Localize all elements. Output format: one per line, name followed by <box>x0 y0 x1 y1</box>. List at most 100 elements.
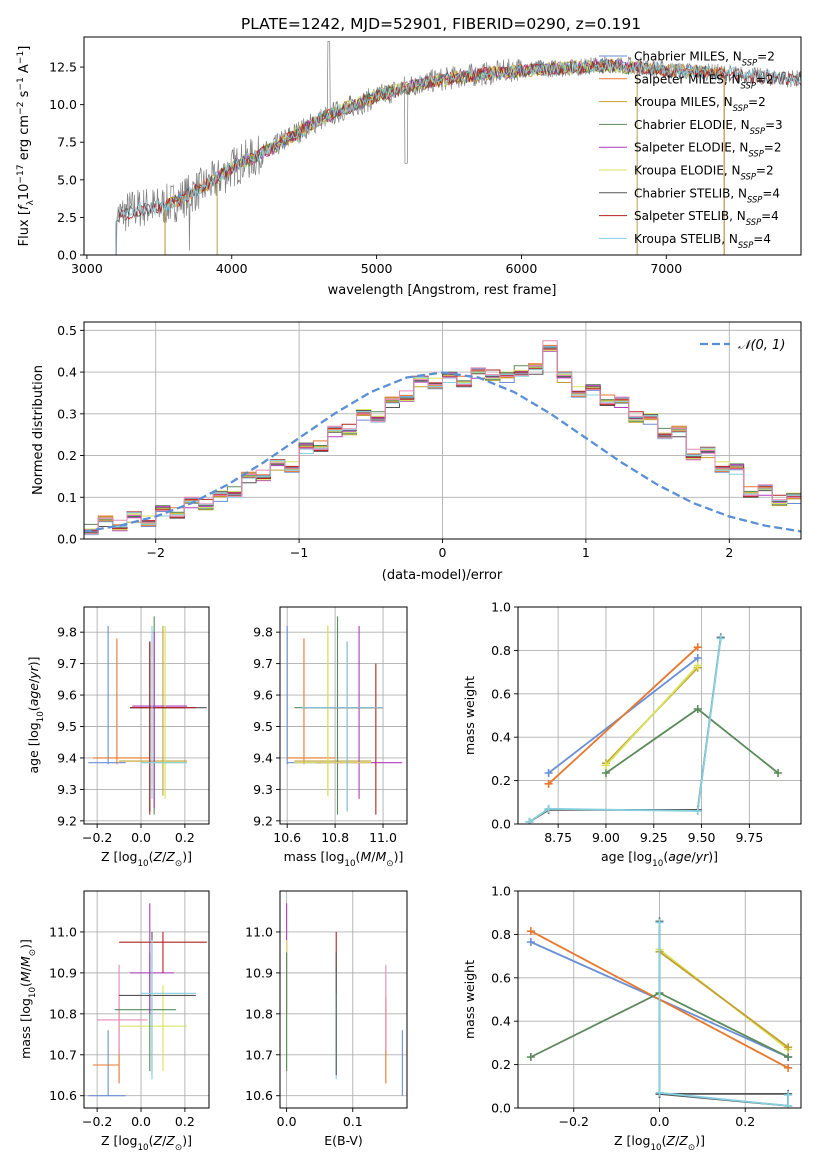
y-tick-label: 10.6 <box>245 1088 273 1103</box>
x-axis-label: mass [log10(M/M⊙)] <box>284 849 404 869</box>
weight-marker <box>693 661 702 670</box>
x-axis-label: E(B-V) <box>324 1133 363 1148</box>
y-tick-label: 10.9 <box>245 965 273 980</box>
y-tick-label: 0.6 <box>491 970 511 985</box>
weight-line <box>658 921 789 1107</box>
y-tick-label: 0.3 <box>57 406 77 421</box>
y-tick-label: 9.5 <box>57 719 77 734</box>
y-tick-label: 9.7 <box>253 656 273 671</box>
axes-mass_vs_ebv: 0.0 0.1 10.6 10.7 10.8 10.9 11.0 E(B-V) <box>245 890 408 1148</box>
y-tick-label: 10.8 <box>49 1006 77 1021</box>
y-tick-label: 0.2 <box>491 1057 511 1072</box>
axes-frame <box>517 606 802 825</box>
y-tick-label: 9.8 <box>253 625 273 640</box>
y-tick-label: 0.8 <box>491 643 511 658</box>
axes-spectrum: 3000 4000 5000 6000 7000 0.0 2.5 5.0 7.5 10.0 12.5… <box>16 36 802 298</box>
x-axis-label: Z [log10(Z/Z⊙)] <box>614 1133 705 1153</box>
x-tick-label: 9.75 <box>735 830 763 845</box>
x-tick-label: 10.6 <box>273 830 301 845</box>
weight-marker <box>526 1053 535 1062</box>
weight-marker <box>693 704 702 713</box>
x-axis-label: age [log10(age/yr)] <box>601 849 718 869</box>
model-line-salpeter-elodie <box>216 58 638 255</box>
y-tick-label: 0.5 <box>57 323 77 338</box>
x-tick-label: 6000 <box>506 261 538 276</box>
y-tick-label: 11.0 <box>245 924 273 939</box>
x-axis-label: Z [log10(Z/Z⊙)] <box>101 1133 192 1153</box>
y-tick-label: 10.0 <box>49 97 77 112</box>
weight-line <box>547 646 699 785</box>
plot-area <box>525 633 783 824</box>
gaussian-curve <box>84 371 801 533</box>
x-tick-label: 9.50 <box>688 830 716 845</box>
weight-marker <box>774 769 783 778</box>
y-tick-label: 2.5 <box>57 210 77 225</box>
y-tick-label: 0.0 <box>491 1101 511 1116</box>
x-tick-label: 2 <box>725 545 733 560</box>
axes-age_vs_mass: 10.6 10.8 11.0 9.2 9.3 9.4 9.5 9.6 9.7 9.8 mass [l… <box>253 606 408 869</box>
weight-marker <box>693 643 702 652</box>
y-tick-label: 9.6 <box>253 688 273 703</box>
axes-weight_vs_Z: −0.2 0.0 0.2 0.0 0.2 0.4 0.6 0.8 1.0 Z [log10(Z/Z… <box>462 884 802 1153</box>
weight-marker <box>784 1090 793 1099</box>
weight-marker <box>716 634 725 643</box>
x-axis-label: wavelength [Angstrom, rest frame] <box>328 283 557 298</box>
y-tick-label: 1.0 <box>491 600 511 615</box>
figure-title: PLATE=1242, MJD=52901, FIBERID=0290, z=0… <box>241 15 641 33</box>
legend-entry: Chabrier STELIB, NSSP=4 <box>634 186 780 204</box>
y-tick-label: 9.7 <box>57 656 77 671</box>
y-axis-label: Flux [fλ10−17 erg cm−2 s−1 A−1] <box>16 46 36 247</box>
weight-marker <box>784 1063 793 1072</box>
y-tick-label: 0.4 <box>57 365 77 380</box>
weight-marker <box>544 769 553 778</box>
x-tick-label: 5000 <box>361 261 393 276</box>
x-tick-label: 10.8 <box>321 830 349 845</box>
y-tick-label: 0.4 <box>491 730 511 745</box>
y-tick-label: 0.6 <box>491 686 511 701</box>
axes-frame <box>83 321 802 540</box>
weight-marker <box>526 937 535 946</box>
axes-frame <box>83 36 802 256</box>
x-tick-label: 3000 <box>71 261 103 276</box>
x-tick-label: 0.1 <box>343 1114 363 1129</box>
x-axis-label: (data-model)/error <box>382 568 503 583</box>
y-tick-label: 10.8 <box>245 1006 273 1021</box>
y-tick-label: 0.0 <box>57 532 77 547</box>
y-tick-label: 9.4 <box>253 750 273 765</box>
x-tick-label: −1 <box>290 545 308 560</box>
axes-frame <box>517 890 802 1109</box>
y-tick-label: 0.4 <box>491 1014 511 1029</box>
y-tick-label: 0.2 <box>57 448 77 463</box>
y-tick-label: 10.7 <box>245 1047 273 1062</box>
legend-entry: Salpeter MILES, NSSP=2 <box>634 72 774 90</box>
x-tick-label: −0.2 <box>82 1114 112 1129</box>
model-line-chabrier-elodie <box>216 58 638 255</box>
weight-marker <box>544 804 553 813</box>
x-tick-label: 0.0 <box>131 830 151 845</box>
axes-weight_vs_age: 8.75 9.00 9.25 9.50 9.75 0.0 0.2 0.4 0.6 0.8 1.0 ag… <box>462 600 802 869</box>
histogram-step <box>84 340 801 535</box>
weight-marker <box>784 1101 793 1108</box>
y-tick-label: 9.6 <box>57 688 77 703</box>
weight-marker <box>784 1043 793 1052</box>
y-tick-label: 9.3 <box>253 782 273 797</box>
plot-area <box>286 616 403 815</box>
weight-marker <box>655 1088 664 1097</box>
plot-area <box>286 903 403 1096</box>
y-tick-label: 9.2 <box>253 813 273 828</box>
model-line-chabrier-stelib <box>115 59 801 255</box>
y-axis-label: mass weight <box>462 960 477 1039</box>
x-tick-label: 0 <box>439 545 447 560</box>
x-axis-label: Z [log10(Z/Z⊙)] <box>101 849 192 869</box>
weight-line <box>528 638 722 823</box>
y-tick-label: 9.3 <box>57 782 77 797</box>
axes-frame <box>83 890 210 1109</box>
model-line-kroupa-stelib <box>115 59 801 255</box>
x-tick-label: 0.2 <box>175 1114 195 1129</box>
x-tick-label: 0.0 <box>277 1114 297 1129</box>
legend-entry: 𝒩(0, 1) <box>738 338 785 353</box>
axes-age_vs_Z: −0.2 0.0 0.2 9.2 9.3 9.4 9.5 9.6 9.7 9.8 Z [log10(… <box>26 606 210 869</box>
weight-marker <box>525 817 534 824</box>
legend: Chabrier MILES, NSSP=2 Salpeter MILES, NS… <box>599 50 783 250</box>
